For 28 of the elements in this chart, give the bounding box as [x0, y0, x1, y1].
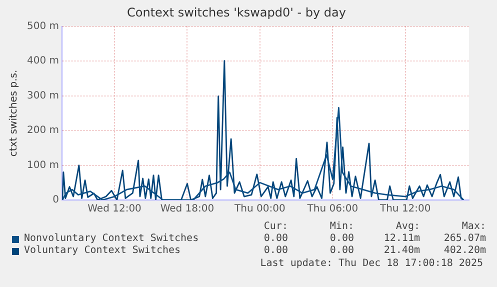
text: 0.00 [328, 245, 354, 257]
text: 21.40m [382, 245, 420, 257]
chart-title: Context switches 'kswapd0' - by day [127, 5, 346, 20]
text: 12.11m [382, 233, 420, 245]
y-tick-label: 200 m [26, 125, 60, 136]
y-tick-label: 100 m [26, 160, 60, 171]
text: Last update: Thu Dec 18 17:00:18 2025 [260, 258, 483, 269]
legend-label: Nonvoluntary Context Switches [23, 233, 200, 245]
text: Cur: [262, 221, 288, 233]
y-tick-label: 0 [52, 194, 60, 206]
x-tick-label: Thu 06:00 [306, 204, 358, 215]
text: Avg: [394, 221, 420, 233]
x-tick-label: Wed 12:00 [88, 204, 142, 215]
y-tick-label: 500 m [26, 20, 60, 32]
x-tick-label: Wed 18:00 [160, 204, 214, 215]
y-tick-label: 400 m [26, 56, 60, 67]
text: 0.00 [262, 233, 288, 245]
text: 402.20m [442, 245, 486, 257]
text: 265.07m [442, 233, 486, 245]
y-tick-label: 300 m [26, 90, 60, 102]
y-axis-title: ctxt switches p.s. [8, 70, 20, 157]
text: 0.00 [262, 245, 288, 257]
text: 0.00 [328, 233, 354, 245]
x-tick-label: Thu 00:00 [234, 204, 286, 215]
x-tick-label: Thu 12:00 [378, 204, 431, 215]
legend-label: Voluntary Context Switches [23, 245, 182, 257]
text: Min: [328, 221, 354, 233]
text: Max: [460, 221, 486, 233]
